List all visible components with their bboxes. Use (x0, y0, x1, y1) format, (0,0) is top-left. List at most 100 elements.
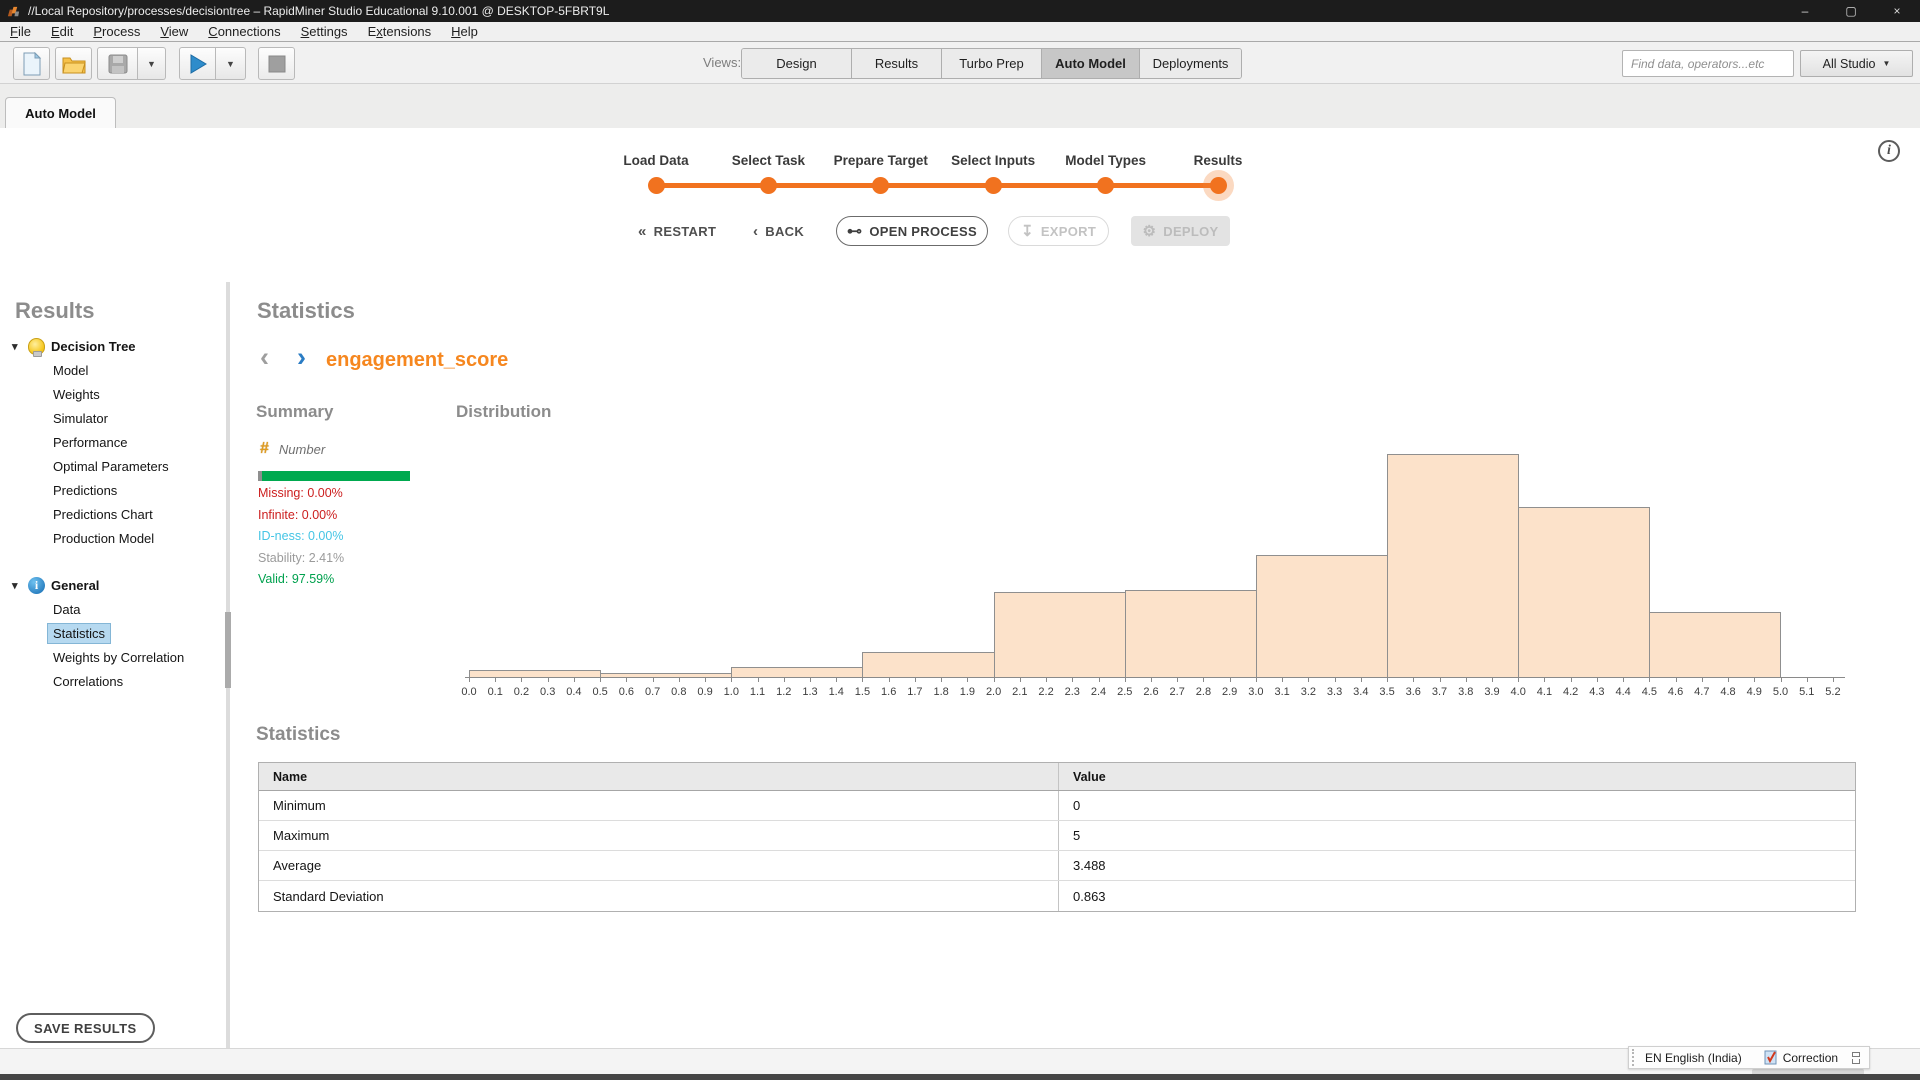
scope-label: All Studio (1822, 56, 1876, 71)
menu-edit[interactable]: Edit (50, 23, 74, 39)
open-process-button[interactable]: ⊷ OPEN PROCESS (836, 216, 988, 246)
wizard-step-dot[interactable] (984, 177, 1002, 194)
x-tick-label: 4.1 (1536, 686, 1553, 698)
x-tick-label: 2.0 (985, 686, 1002, 698)
x-tick-mark (1806, 678, 1808, 682)
save-process-button[interactable] (97, 47, 138, 80)
tab-auto-model[interactable]: Auto Model (5, 97, 116, 128)
wizard-step-dot[interactable] (759, 177, 777, 194)
restart-button[interactable]: « RESTART (638, 216, 716, 246)
histogram-bar (862, 652, 995, 677)
language-label[interactable]: EN English (India) (1645, 1050, 1742, 1065)
cell-name: Average (259, 851, 1059, 880)
quality-bar (258, 471, 410, 481)
x-tick-mark (809, 678, 811, 682)
tree-item-performance[interactable]: Performance (0, 430, 220, 454)
histogram-bar (1387, 454, 1520, 677)
tree-item-simulator[interactable]: Simulator (0, 406, 220, 430)
x-tick-mark (1649, 678, 1651, 682)
tree-item-predictions-chart[interactable]: Predictions Chart (0, 502, 220, 526)
distribution-histogram: 0.0 0.1 0.2 0.3 0.4 0.5 0.6 0.7 0.8 0.9 1.0 1.1 1.2 1… (461, 430, 1857, 706)
wizard-step-dot[interactable] (872, 177, 890, 194)
menu-settings[interactable]: Settings (300, 23, 348, 39)
x-tick-mark (626, 678, 628, 682)
menu-extensions[interactable]: Extensions (367, 23, 432, 39)
menu-help[interactable]: Help (451, 23, 478, 39)
language-bar-options-icon[interactable] (1852, 1051, 1861, 1064)
tree-group-general[interactable]: ▾ General (0, 573, 220, 597)
column-header-name: Name (259, 763, 1059, 790)
view-button-design[interactable]: Design (742, 49, 852, 78)
tree-expand-icon[interactable]: ▾ (12, 340, 18, 353)
tree-expand-icon[interactable]: ▾ (12, 579, 18, 592)
histogram-bar (731, 667, 864, 677)
tree-item-statistics[interactable]: Statistics (0, 621, 220, 645)
views-switcher: Design Results Turbo Prep Auto Model Deploym… (741, 48, 1242, 79)
view-button-deployments[interactable]: Deployments (1140, 49, 1241, 78)
tree-item-production-model[interactable]: Production Model (0, 526, 220, 550)
studio-scope-dropdown[interactable]: All Studio ▼ (1800, 50, 1913, 77)
save-dropdown-arrow[interactable]: ▼ (138, 47, 166, 80)
menu-file[interactable]: File (10, 23, 31, 39)
tree-item-weights[interactable]: Weights (0, 382, 220, 406)
stop-button[interactable] (258, 47, 295, 80)
minimize-button[interactable]: – (1801, 4, 1809, 18)
x-tick-label: 0.5 (592, 686, 608, 698)
summary-stat-missing: Missing: 0.00% (258, 486, 343, 500)
tree-item-predictions[interactable]: Predictions (0, 478, 220, 502)
x-tick-mark (1229, 678, 1231, 682)
wizard-step-dot[interactable] (647, 177, 665, 194)
view-button-results[interactable]: Results (852, 49, 942, 78)
correction-label[interactable]: Correction (1782, 1050, 1839, 1065)
wizard-step-dot[interactable] (1097, 177, 1115, 194)
x-tick-label: 2.5 (1117, 686, 1133, 698)
scrollbar-thumb[interactable] (225, 612, 231, 688)
histogram-bar (1255, 555, 1389, 677)
new-process-button[interactable] (13, 47, 50, 80)
x-tick-mark (888, 678, 890, 682)
x-tick-label: 0.2 (513, 686, 530, 698)
summary-stat-id-ness: ID-ness: 0.00% (258, 529, 344, 543)
info-icon[interactable]: i (1878, 140, 1900, 162)
x-tick-mark (757, 678, 759, 682)
close-button[interactable]: × (1893, 4, 1901, 18)
x-tick-label: 4.3 (1589, 686, 1605, 698)
search-input[interactable] (1623, 56, 1792, 71)
summary-stat-valid: Valid: 97.59% (258, 572, 335, 586)
prev-attribute-button[interactable]: ‹ (260, 342, 269, 372)
menu-connections[interactable]: Connections (208, 23, 281, 39)
open-process-icon: ⊷ (847, 223, 863, 240)
histogram-bar (1518, 507, 1651, 677)
open-process-button[interactable] (55, 47, 92, 80)
wizard-step-dot[interactable] (1209, 177, 1227, 194)
tree-item-optimal-parameters[interactable]: Optimal Parameters (0, 454, 220, 478)
tree-item-weights-by-correlation[interactable]: Weights by Correlation (0, 645, 220, 669)
attribute-name: engagement_score (326, 349, 509, 371)
save-results-button[interactable]: SAVE RESULTS (16, 1013, 155, 1043)
x-tick-label: 0.6 (618, 686, 635, 698)
x-tick-mark (1177, 678, 1179, 682)
histogram-bar (469, 670, 602, 677)
x-tick-label: 1.1 (749, 686, 766, 698)
tree-item-label: Production Model (53, 530, 155, 546)
tree-item-data[interactable]: Data (0, 597, 220, 621)
run-button[interactable] (179, 47, 216, 80)
tree-item-model[interactable]: Model (0, 358, 220, 382)
back-button[interactable]: ‹ BACK (753, 216, 804, 246)
tree-group-decision-tree[interactable]: ▾ Decision Tree (0, 334, 220, 358)
next-attribute-button[interactable]: › (297, 342, 306, 372)
tree-item-correlations[interactable]: Correlations (0, 669, 220, 693)
view-button-turbo-prep[interactable]: Turbo Prep (942, 49, 1042, 78)
tree-item-label: Performance (53, 434, 128, 450)
maximize-button[interactable]: ▢ (1845, 4, 1857, 18)
tree-item-label: Optimal Parameters (53, 458, 169, 474)
menu-process[interactable]: Process (93, 23, 141, 39)
view-button-auto-model[interactable]: Auto Model (1042, 49, 1140, 78)
stop-icon (268, 55, 285, 72)
menu-view[interactable]: View (160, 23, 189, 39)
language-bar-handle[interactable] (1632, 1049, 1637, 1066)
run-dropdown-arrow[interactable]: ▼ (216, 47, 246, 80)
button-label: DEPLOY (1163, 223, 1219, 239)
tree-item-label: Weights by Correlation (53, 649, 185, 665)
x-tick-label: 0.4 (566, 686, 582, 698)
